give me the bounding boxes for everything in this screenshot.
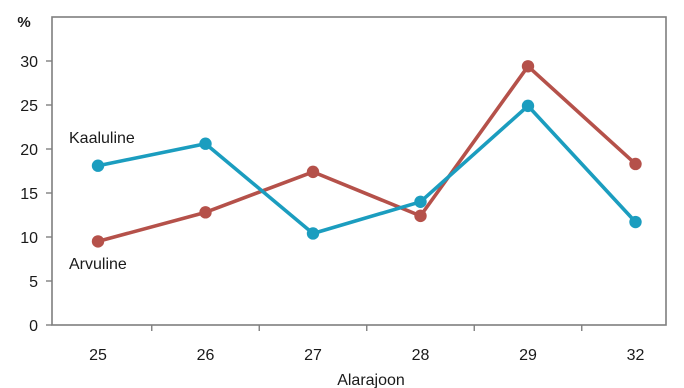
data-point-arvuline [521,60,535,73]
data-point-kaaluline [306,227,320,240]
plot-frame [51,16,667,326]
x-tick-label: 26 [197,347,215,364]
y-tick-label: 20 [20,142,38,159]
data-point-arvuline [306,165,320,179]
y-tick-label: 0 [29,318,38,335]
data-point-kaaluline [199,137,212,150]
x-tick-label: 28 [412,347,430,364]
series-line-arvuline [96,64,638,244]
y-tick-label: 30 [20,54,38,71]
x-tick-label: 27 [304,347,322,364]
data-point-kaaluline [629,215,642,229]
data-point-kaaluline [521,99,535,113]
data-point-kaaluline [414,195,427,208]
data-point-kaaluline [91,159,105,172]
x-tick-label: 32 [627,347,645,364]
x-axis: 25 26 27 28 29 32 [89,325,645,364]
x-tick-label: 29 [519,347,537,364]
series-labels: Kaaluline Arvuline [69,130,135,273]
y-tick-label: 15 [20,186,38,203]
series-label-kaaluline: Kaaluline [69,130,135,147]
y-tick-label: 5 [29,274,38,291]
series-arvuline [91,60,642,248]
data-point-arvuline [91,235,105,248]
y-tick-label: 25 [20,98,38,115]
y-axis-unit-label: % [17,14,30,31]
y-axis: 0 5 10 15 20 25 30 [20,54,52,335]
plot-border [51,16,667,326]
data-point-arvuline [629,157,642,171]
series-kaaluline [91,99,642,240]
data-point-arvuline [199,206,212,219]
x-axis-title: Alarajoon [337,372,405,388]
series-group [91,60,642,248]
data-point-arvuline [414,209,427,223]
series-line-kaaluline [96,104,638,236]
x-tick-label: 25 [89,347,107,364]
series-label-arvuline: Arvuline [69,256,127,273]
y-tick-label: 10 [20,230,38,247]
